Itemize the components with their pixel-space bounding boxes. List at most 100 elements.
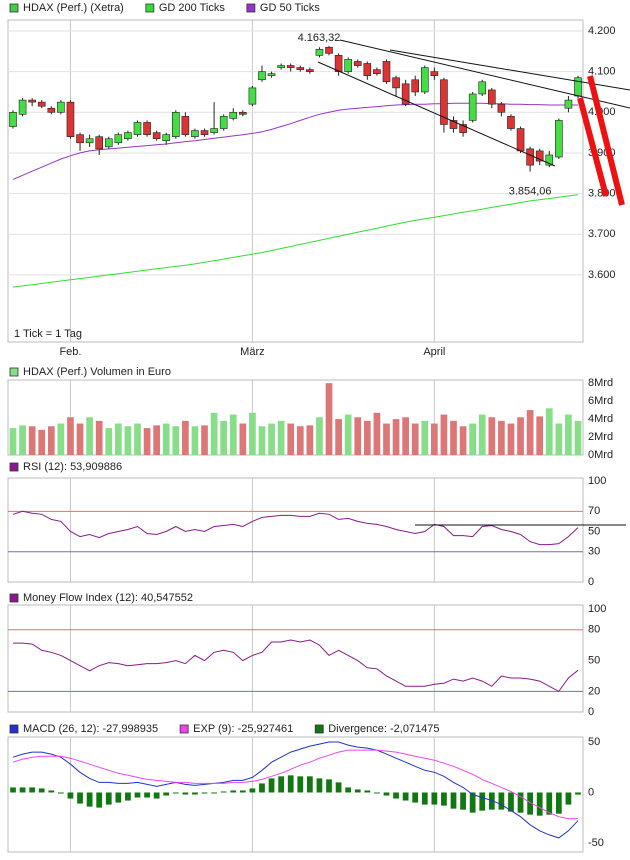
candle-body (507, 116, 515, 129)
volume-bar (258, 426, 266, 455)
divergence-bar (105, 792, 112, 805)
candle-body (181, 116, 190, 135)
volume-bar (402, 417, 409, 455)
indicator-line (12, 741, 579, 839)
divergence-bar (469, 792, 476, 813)
volume-bar (9, 428, 17, 455)
divergence-bar (460, 792, 466, 810)
y-tick-label: 3.600 (588, 269, 616, 281)
divergence-bar (201, 792, 208, 794)
volume-bar (316, 417, 323, 455)
candle-body (478, 81, 487, 95)
candle-body (191, 130, 199, 137)
indicator-line (12, 749, 579, 820)
divergence-bar (96, 792, 103, 808)
divergence-bar (316, 778, 323, 793)
volume-bar (124, 426, 132, 455)
volume-bar (488, 417, 496, 455)
divergence-bar (421, 792, 428, 805)
volume-bar (201, 425, 208, 455)
y-tick-label: 0 (588, 786, 594, 798)
volume-bar (28, 426, 36, 455)
candle-body (325, 46, 333, 54)
volume-bar (507, 423, 515, 455)
candle-body (401, 83, 410, 105)
candle-body (430, 71, 439, 76)
candle-body (392, 77, 400, 89)
divergence-bar (67, 792, 74, 799)
legend-label: EXP (9): -25,927461 (193, 723, 293, 735)
divergence-bar (153, 792, 160, 799)
candle-body (219, 116, 228, 129)
volume-bar (574, 420, 582, 455)
divergence-bar (230, 790, 237, 793)
candle-body (124, 132, 132, 140)
divergence-bar (441, 792, 447, 806)
candle-body (334, 55, 343, 72)
divergence-bar (86, 792, 93, 807)
volume-bar (373, 412, 381, 455)
candle-body (449, 120, 458, 129)
y-tick-label: 50 (588, 736, 600, 748)
candle-body (258, 71, 266, 81)
candle-body (286, 65, 295, 68)
legend-swatch (9, 724, 19, 734)
divergence-bar (354, 789, 361, 793)
y-tick-label: 4.200 (588, 25, 616, 37)
candle-body (239, 111, 247, 115)
candle-body (18, 99, 27, 115)
divergence-bar (508, 792, 514, 812)
footnote: 1 Tick = 1 Tag (14, 328, 82, 340)
candle-body (488, 89, 496, 105)
candle-body (66, 101, 75, 137)
candle-body (564, 99, 573, 109)
volume-bar (517, 417, 524, 455)
legend-swatch (9, 367, 19, 377)
divergence-bar (115, 792, 122, 803)
volume-bar (249, 412, 256, 455)
divergence-bar (345, 787, 352, 793)
volume-bar (86, 417, 93, 455)
divergence-bar (278, 776, 285, 793)
candle-body (76, 134, 84, 144)
candle-body (382, 61, 391, 83)
divergence-bar (48, 790, 55, 793)
divergence-bar (402, 792, 409, 801)
legend-swatch (314, 724, 324, 734)
candle-body (315, 48, 324, 56)
divergence-bar (172, 792, 179, 794)
divergence-bar (565, 792, 572, 805)
divergence-bar (38, 788, 45, 793)
divergence-bar (575, 792, 581, 795)
candle-body (171, 111, 180, 137)
legend-label: Money Flow Index (12): 40,547552 (23, 592, 193, 604)
candle-body (516, 128, 525, 152)
legend-label: GD 50 Ticks (260, 2, 320, 14)
candle-body (468, 93, 477, 121)
candle-body (210, 128, 218, 133)
candle-body (440, 79, 448, 125)
divergence-bar (144, 792, 150, 798)
indicator-line (13, 639, 579, 693)
y-tick-label: 3.800 (588, 188, 616, 200)
x-tick-label: März (240, 346, 264, 358)
plot-frame (7, 477, 584, 583)
y-tick-label: 3.900 (588, 147, 616, 159)
divergence-bar (10, 787, 16, 793)
y-tick-label: 80 (588, 624, 600, 636)
volume-bar (210, 412, 218, 455)
divergence-bar (259, 783, 265, 793)
volume-bar (536, 416, 544, 455)
moving-average-line (12, 194, 579, 288)
candle-body (306, 69, 314, 72)
volume-bar (287, 423, 295, 455)
candle-body (344, 59, 352, 72)
legend-swatch (9, 462, 19, 472)
volume-bar (67, 417, 74, 455)
y-tick-label: 70 (588, 505, 600, 517)
candle-body (85, 138, 94, 144)
divergence-bar (58, 792, 64, 794)
divergence-bar (306, 776, 313, 793)
